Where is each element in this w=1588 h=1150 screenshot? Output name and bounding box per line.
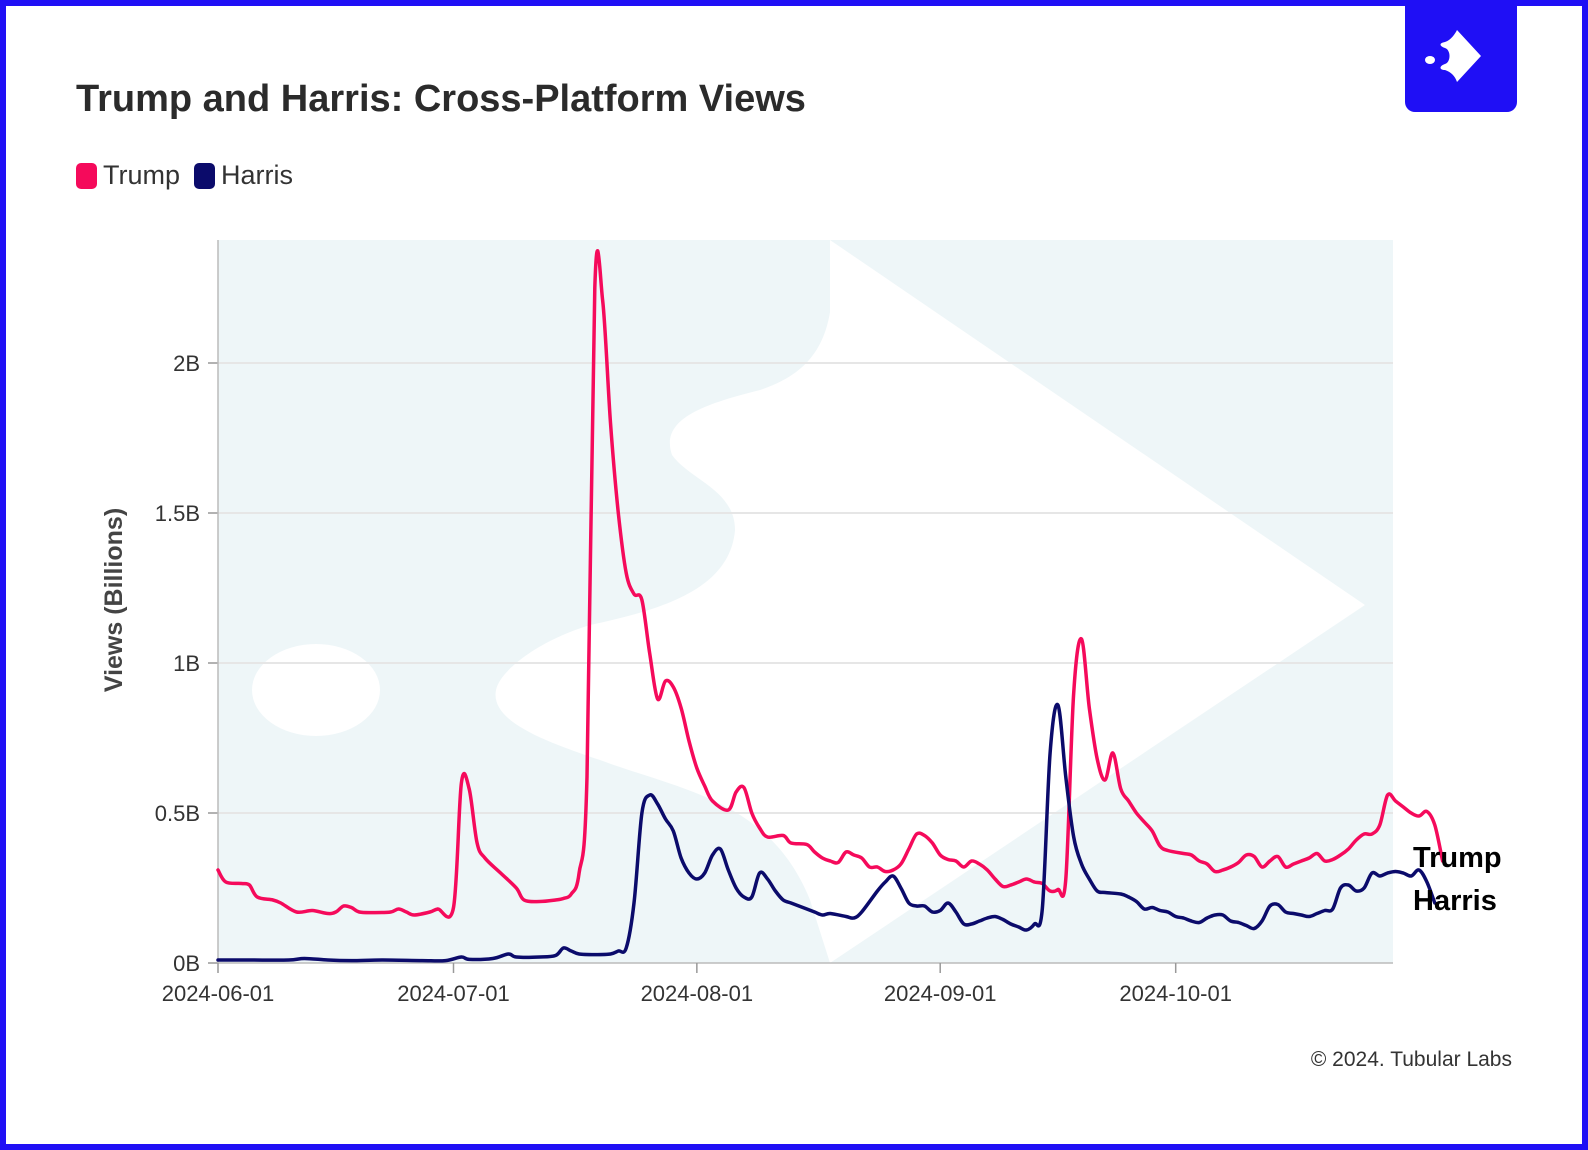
series-line-trump [216,249,1445,919]
legend-swatch-harris [194,162,216,189]
end-label-harris: Harris [1413,885,1497,917]
copyright-text: © 2024. Tubular Labs [1310,1048,1512,1071]
series-lines [216,249,1445,963]
legend-swatch-trump [76,162,97,189]
watermark-arrow-shape [495,240,1366,963]
x-tick-label: 2024-09-01 [884,981,997,1006]
y-tick-label: 2B [173,351,200,376]
watermark-dot-shape [252,644,380,736]
tubular-fish-arrow-icon [1425,30,1481,82]
legend-label-harris: Harris [221,160,294,190]
x-tick-label: 2024-10-01 [1119,981,1232,1006]
y-tick-label: 0.5B [155,801,200,826]
watermark-logo [252,240,1366,963]
chart-title: Trump and Harris: Cross-Platform Views [76,78,806,120]
y-tick-label: 0B [173,951,200,976]
series-line-harris [216,702,1437,963]
y-tick-label: 1B [173,651,200,676]
end-label-trump: Trump [1413,842,1502,874]
y-tick-label: 1.5B [155,501,200,526]
x-tick-label: 2024-08-01 [641,981,754,1006]
x-tick-label: 2024-06-01 [162,981,275,1006]
legend-label-trump: Trump [103,160,181,190]
axes: 0B 0.5B 1B 1.5B 2B 2024-06-01 2024-07-01 2024-0… [155,240,1393,1006]
legend-item-trump[interactable]: Trump [76,160,180,191]
grid-lines [218,362,1393,814]
y-axis-label: Views (Billions) [100,508,128,692]
legend-item-harris[interactable]: Harris [194,160,293,191]
legend: Trump Harris [76,160,293,191]
x-tick-label: 2024-07-01 [397,981,510,1006]
brand-logo [1405,0,1517,112]
